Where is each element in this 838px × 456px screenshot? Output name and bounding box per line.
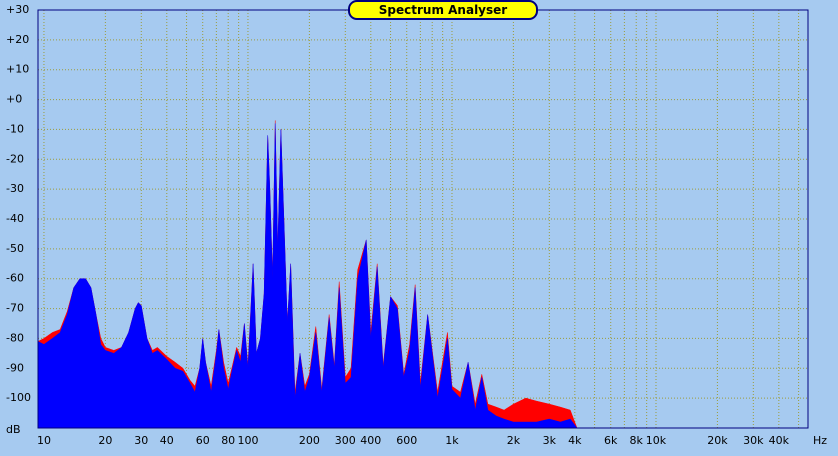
- x-tick-label: 3k: [543, 434, 557, 447]
- x-tick-label: 10: [37, 434, 51, 447]
- y-tick-label: -40: [6, 212, 24, 225]
- y-tick-label: -90: [6, 361, 24, 374]
- x-tick-label: 40k: [769, 434, 790, 447]
- y-tick-label: -50: [6, 242, 24, 255]
- x-tick-label: 40: [160, 434, 174, 447]
- x-tick-label: 30: [134, 434, 148, 447]
- x-tick-label: 200: [299, 434, 320, 447]
- x-tick-label: 30k: [743, 434, 764, 447]
- y-tick-label: -80: [6, 331, 24, 344]
- x-tick-label: 10k: [646, 434, 667, 447]
- x-tick-label: 80: [221, 434, 235, 447]
- x-tick-label: 4k: [568, 434, 582, 447]
- x-tick-label: 20: [98, 434, 112, 447]
- y-axis-label: dB: [6, 423, 21, 436]
- x-tick-label: 300: [335, 434, 356, 447]
- y-tick-label: -100: [6, 391, 31, 404]
- x-tick-label: 100: [237, 434, 258, 447]
- x-axis-label: Hz: [813, 434, 827, 447]
- y-tick-label: -30: [6, 182, 24, 195]
- x-tick-label: 400: [360, 434, 381, 447]
- y-tick-label: +20: [6, 33, 29, 46]
- y-tick-label: +30: [6, 3, 29, 16]
- x-tick-label: 6k: [604, 434, 618, 447]
- spectrum-area: [37, 123, 578, 429]
- y-tick-label: +10: [6, 63, 29, 76]
- y-tick-label: +0: [6, 93, 22, 106]
- title-box: [348, 0, 538, 20]
- x-tick-label: 1k: [445, 434, 459, 447]
- y-tick-label: -10: [6, 122, 24, 135]
- y-tick-label: -20: [6, 152, 24, 165]
- y-tick-label: -70: [6, 302, 24, 315]
- x-tick-label: 20k: [707, 434, 728, 447]
- chart-title: Spectrum Analyser: [379, 3, 508, 17]
- x-tick-label: 60: [196, 434, 210, 447]
- x-tick-label: 600: [396, 434, 417, 447]
- x-tick-label: 2k: [507, 434, 521, 447]
- x-tick-label: 8k: [630, 434, 644, 447]
- y-tick-label: -60: [6, 272, 24, 285]
